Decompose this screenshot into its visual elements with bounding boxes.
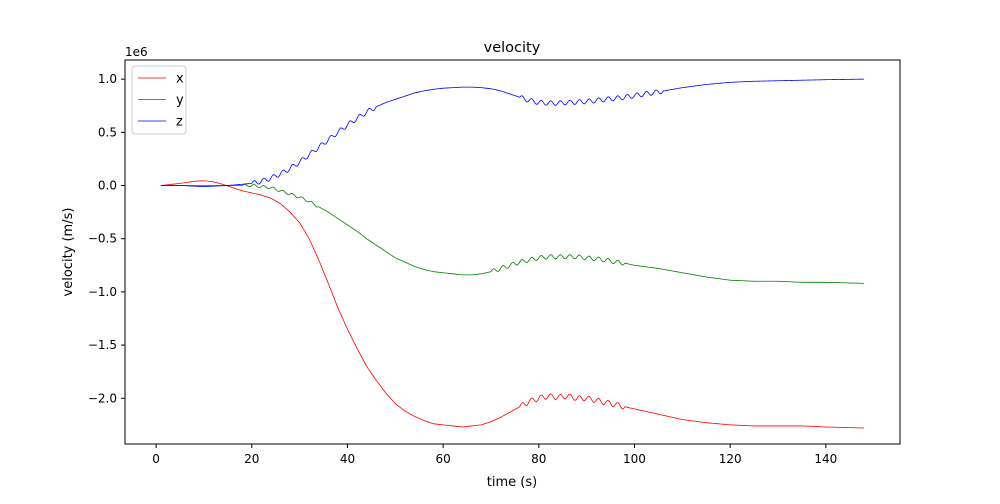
y-tick-label: −1.5 [88,338,117,352]
y-tick-label: −2.0 [88,391,117,405]
y-tick-label: 1.0 [98,72,117,86]
legend-label-y: y [176,93,184,108]
legend-label-z: z [176,115,183,130]
y-tick-label: 0.0 [98,179,117,193]
y-axis-label: velocity (m/s) [61,208,76,297]
series-line-z [160,78,865,187]
x-tick-label: 60 [435,452,450,466]
legend-box [131,65,187,135]
x-tick-label: 40 [340,452,355,466]
legend: xyz [131,65,187,135]
axes-frame [124,59,901,445]
x-tick-label: 140 [814,452,837,466]
plot-area: 0 20 40 60 80 100 120 140 1.0 0.5 0.0 −0.5 −1.0 −1.5 −… [88,59,901,466]
x-tick-label: 100 [623,452,646,466]
y-tick-label: 0.5 [98,125,117,139]
x-tick-label: 120 [719,452,742,466]
chart-title: velocity [484,40,541,56]
legend-label-x: x [176,72,184,87]
x-tick-label: 0 [152,452,160,466]
y-tick-label: −1.0 [88,285,117,299]
y-axis-offset-label: 1e6 [125,45,148,59]
series-line-y [160,183,865,284]
y-tick-label: −0.5 [88,232,117,246]
x-axis-label: time (s) [487,475,537,490]
x-tick-label: 20 [244,452,259,466]
x-tick-label: 80 [531,452,546,466]
series-line-x [160,180,865,429]
